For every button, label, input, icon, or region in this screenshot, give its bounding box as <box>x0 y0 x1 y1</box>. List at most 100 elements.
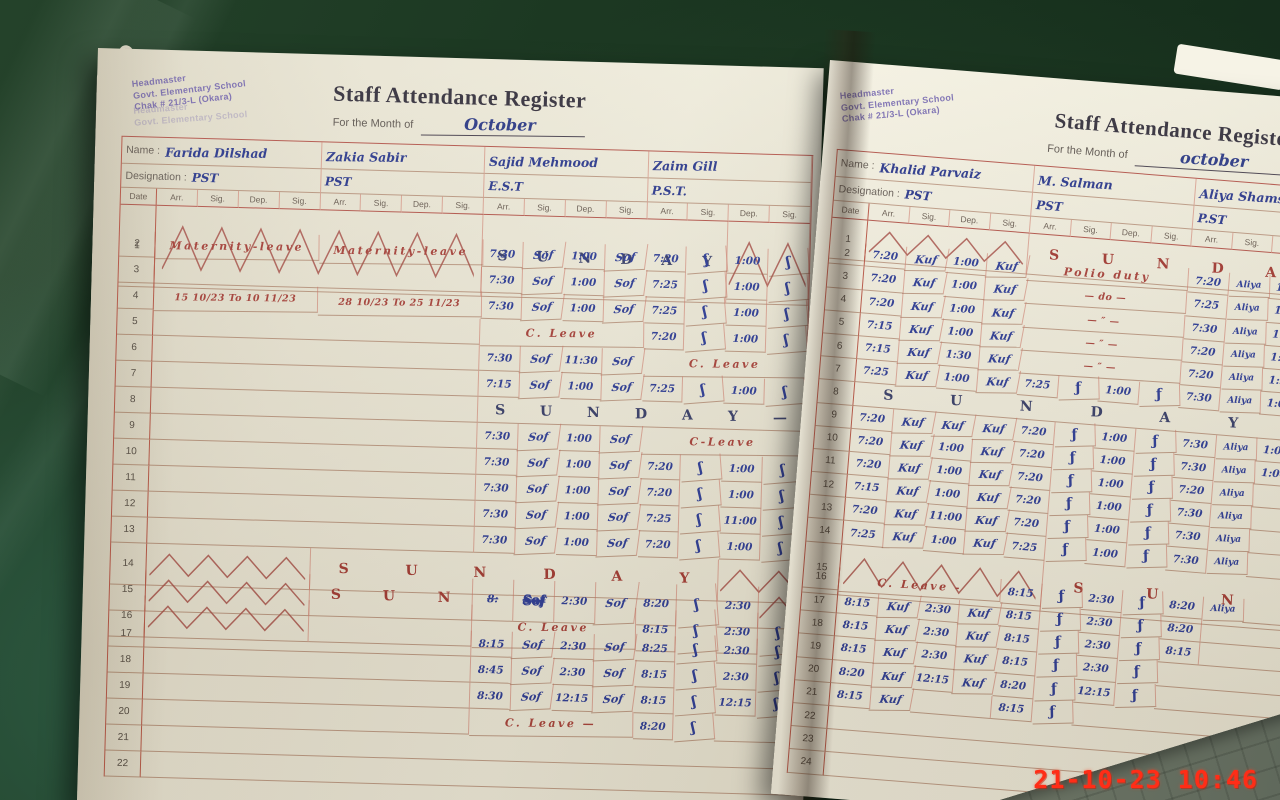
column-header: Arr. <box>646 202 689 221</box>
signature: ƒ <box>1114 683 1156 708</box>
entry-cell: 8:15 <box>471 630 513 658</box>
entry-cell: 7:30 <box>480 292 523 320</box>
entry-cell: 1:00 <box>922 527 966 554</box>
signature: ʃ <box>765 325 809 355</box>
date-number: 7 <box>115 360 153 388</box>
entry-cell: 7:15 <box>478 370 520 398</box>
signature: Kuf <box>952 647 998 672</box>
entry-cell: 1:30 <box>937 342 981 370</box>
sunday-letter: U <box>950 393 964 410</box>
teacher-name: Sajid Mehmood <box>488 153 599 170</box>
entry-cell: 7:30 <box>1165 547 1208 574</box>
signature: ƒ <box>1057 376 1099 401</box>
signature: Kuf <box>869 664 916 688</box>
date-number: 8 <box>114 386 152 414</box>
date-number: 19 <box>106 672 144 700</box>
entry-cell: 7:30 <box>474 500 517 528</box>
signature: Kuf <box>882 502 929 527</box>
month-label: For the Month of <box>332 116 414 131</box>
signature: ƒ <box>1125 544 1167 570</box>
signature: ʃ <box>672 713 716 743</box>
signature: Kuf <box>965 486 1011 510</box>
date-number: 21 <box>105 724 143 752</box>
entry-cell: 8:20 <box>1159 616 1202 643</box>
camera-timestamp: 21-10-23 10:46 <box>1033 765 1258 794</box>
signature: Aliya <box>1209 505 1251 530</box>
entry-cell: 1:00 <box>928 458 971 485</box>
signature: Sof <box>513 527 559 556</box>
entry-cell: 8:20 <box>632 713 674 741</box>
entry-cell: 1:00 <box>941 296 984 323</box>
signature: Aliya <box>1222 343 1264 368</box>
entry-cell: 7:20 <box>849 428 892 455</box>
signature: ƒ <box>1035 653 1077 679</box>
teacher-name: Khalid Parvaiz <box>878 159 982 182</box>
entry-cell: 1:00 <box>558 425 601 453</box>
entry-cell: 7:25 <box>644 297 686 325</box>
signature: ƒ <box>1040 584 1082 609</box>
entry-cell: 12:15 <box>911 666 955 693</box>
leave-note: Maternity-leave <box>155 233 320 261</box>
column-header: Sig. <box>769 205 811 224</box>
column-header: Date <box>120 187 158 206</box>
entry-cell: 7:20 <box>1181 339 1225 366</box>
signature: Sof <box>597 451 643 480</box>
entry-cell: 7:20 <box>645 245 688 273</box>
signature: ʃ <box>679 453 723 483</box>
zigzag-mark <box>838 544 1045 612</box>
entry-cell: 12:15 <box>714 689 757 717</box>
date-number: 18 <box>107 646 145 674</box>
signature: Kuf <box>897 317 944 342</box>
entry-cell: 7:25 <box>842 521 885 548</box>
column-header: Arr. <box>156 188 198 207</box>
signature: ƒ <box>1117 637 1160 662</box>
entry-cell: 7:25 <box>1016 372 1059 399</box>
signature: Kuf <box>969 439 1015 464</box>
zigzag-mark <box>146 543 311 590</box>
date-number: 3 <box>118 256 156 284</box>
entry-cell: 1:00 <box>556 502 599 531</box>
entry-cell: 2:30 <box>716 637 758 665</box>
signature: Kuf <box>967 462 1013 487</box>
signature: Kuf <box>895 340 942 365</box>
date-number: 11 <box>112 464 150 492</box>
signature: Kuf <box>875 595 921 619</box>
signature: ʃ <box>684 297 728 327</box>
teacher-name: Zakia Sabir <box>325 148 406 165</box>
signature: Kuf <box>890 410 936 434</box>
designation: P.S.T. <box>651 183 688 198</box>
entry-cell: 7:20 <box>637 531 680 559</box>
signature: ƒ <box>1053 422 1095 447</box>
signature: Aliya <box>1226 297 1268 322</box>
entry-cell: 1:00 <box>1091 448 1135 475</box>
date-number: 9 <box>114 412 151 440</box>
attendance-table: Name : Farida Dilshad Zakia Sabir Sajid Meh… <box>103 135 814 796</box>
teacher-name: Farida Dilshad <box>164 144 268 161</box>
entry-cell: 8:15 <box>832 636 876 663</box>
signature: ƒ <box>1119 614 1161 639</box>
signature: ƒ <box>1134 429 1176 454</box>
entry-cell: 8:15 <box>633 687 675 715</box>
signature: Sof <box>520 267 566 296</box>
table-row: 14 S U N D A Y <box>110 542 801 604</box>
sunday-letter: — <box>772 409 787 426</box>
entry-cell: 1:00 <box>1255 437 1280 465</box>
entry-cell: 1:00 <box>563 269 605 297</box>
signature: Sof <box>595 529 640 558</box>
entry-cell: 8:15 <box>998 603 1041 630</box>
entry-cell: 2:30 <box>552 658 594 687</box>
entry-cell: 7:30 <box>476 422 519 450</box>
leave-note: Maternity-leave <box>318 237 483 266</box>
date-number: 13 <box>111 516 148 544</box>
signature: ʃ <box>767 247 811 277</box>
signature: ʃ <box>685 271 728 301</box>
entry-cell: 7:20 <box>1187 269 1230 297</box>
entry-cell: 7:25 <box>1185 292 1228 320</box>
signature: Kuf <box>903 248 949 272</box>
date-number: 6 <box>116 334 153 362</box>
entry-cell: 1:00 <box>1093 424 1136 452</box>
entry-cell: 8:20 <box>992 672 1035 700</box>
